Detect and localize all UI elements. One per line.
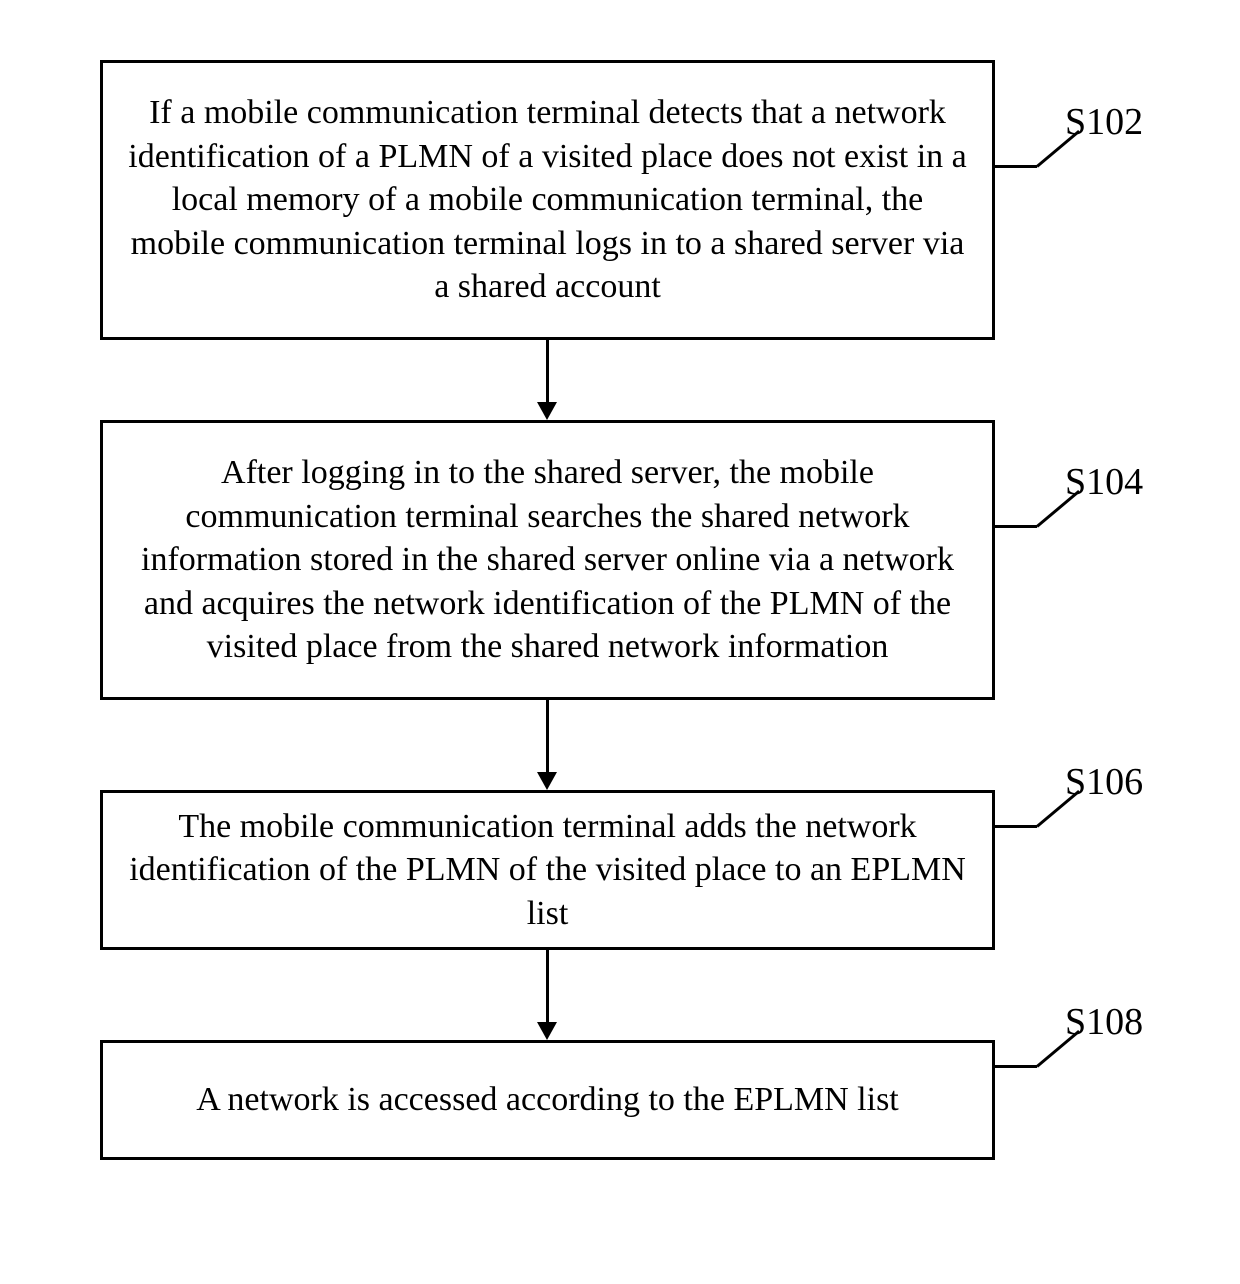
step-label-s102: S102 [1065, 100, 1143, 144]
step-label-s108: S108 [1065, 1000, 1143, 1044]
step-label-s106: S106 [1065, 760, 1143, 804]
flowchart-node-s108: A network is accessed according to the E… [100, 1040, 995, 1160]
flowchart-node-s102: If a mobile communication terminal detec… [100, 60, 995, 340]
flowchart-container: If a mobile communication terminal detec… [0, 0, 1240, 1284]
leader-line [995, 825, 1037, 828]
flow-arrowhead [537, 1022, 557, 1040]
flow-arrow [546, 700, 549, 772]
node-text: After logging in to the shared server, t… [123, 451, 972, 669]
flowchart-node-s104: After logging in to the shared server, t… [100, 420, 995, 700]
leader-line [995, 165, 1037, 168]
flow-arrowhead [537, 402, 557, 420]
leader-line [995, 1065, 1037, 1068]
flow-arrow [546, 340, 549, 402]
node-text: If a mobile communication terminal detec… [123, 91, 972, 309]
node-text: The mobile communication terminal adds t… [123, 805, 972, 936]
flow-arrow [546, 950, 549, 1022]
flowchart-node-s106: The mobile communication terminal adds t… [100, 790, 995, 950]
flow-arrowhead [537, 772, 557, 790]
leader-line [995, 525, 1037, 528]
step-label-s104: S104 [1065, 460, 1143, 504]
node-text: A network is accessed according to the E… [123, 1078, 972, 1122]
